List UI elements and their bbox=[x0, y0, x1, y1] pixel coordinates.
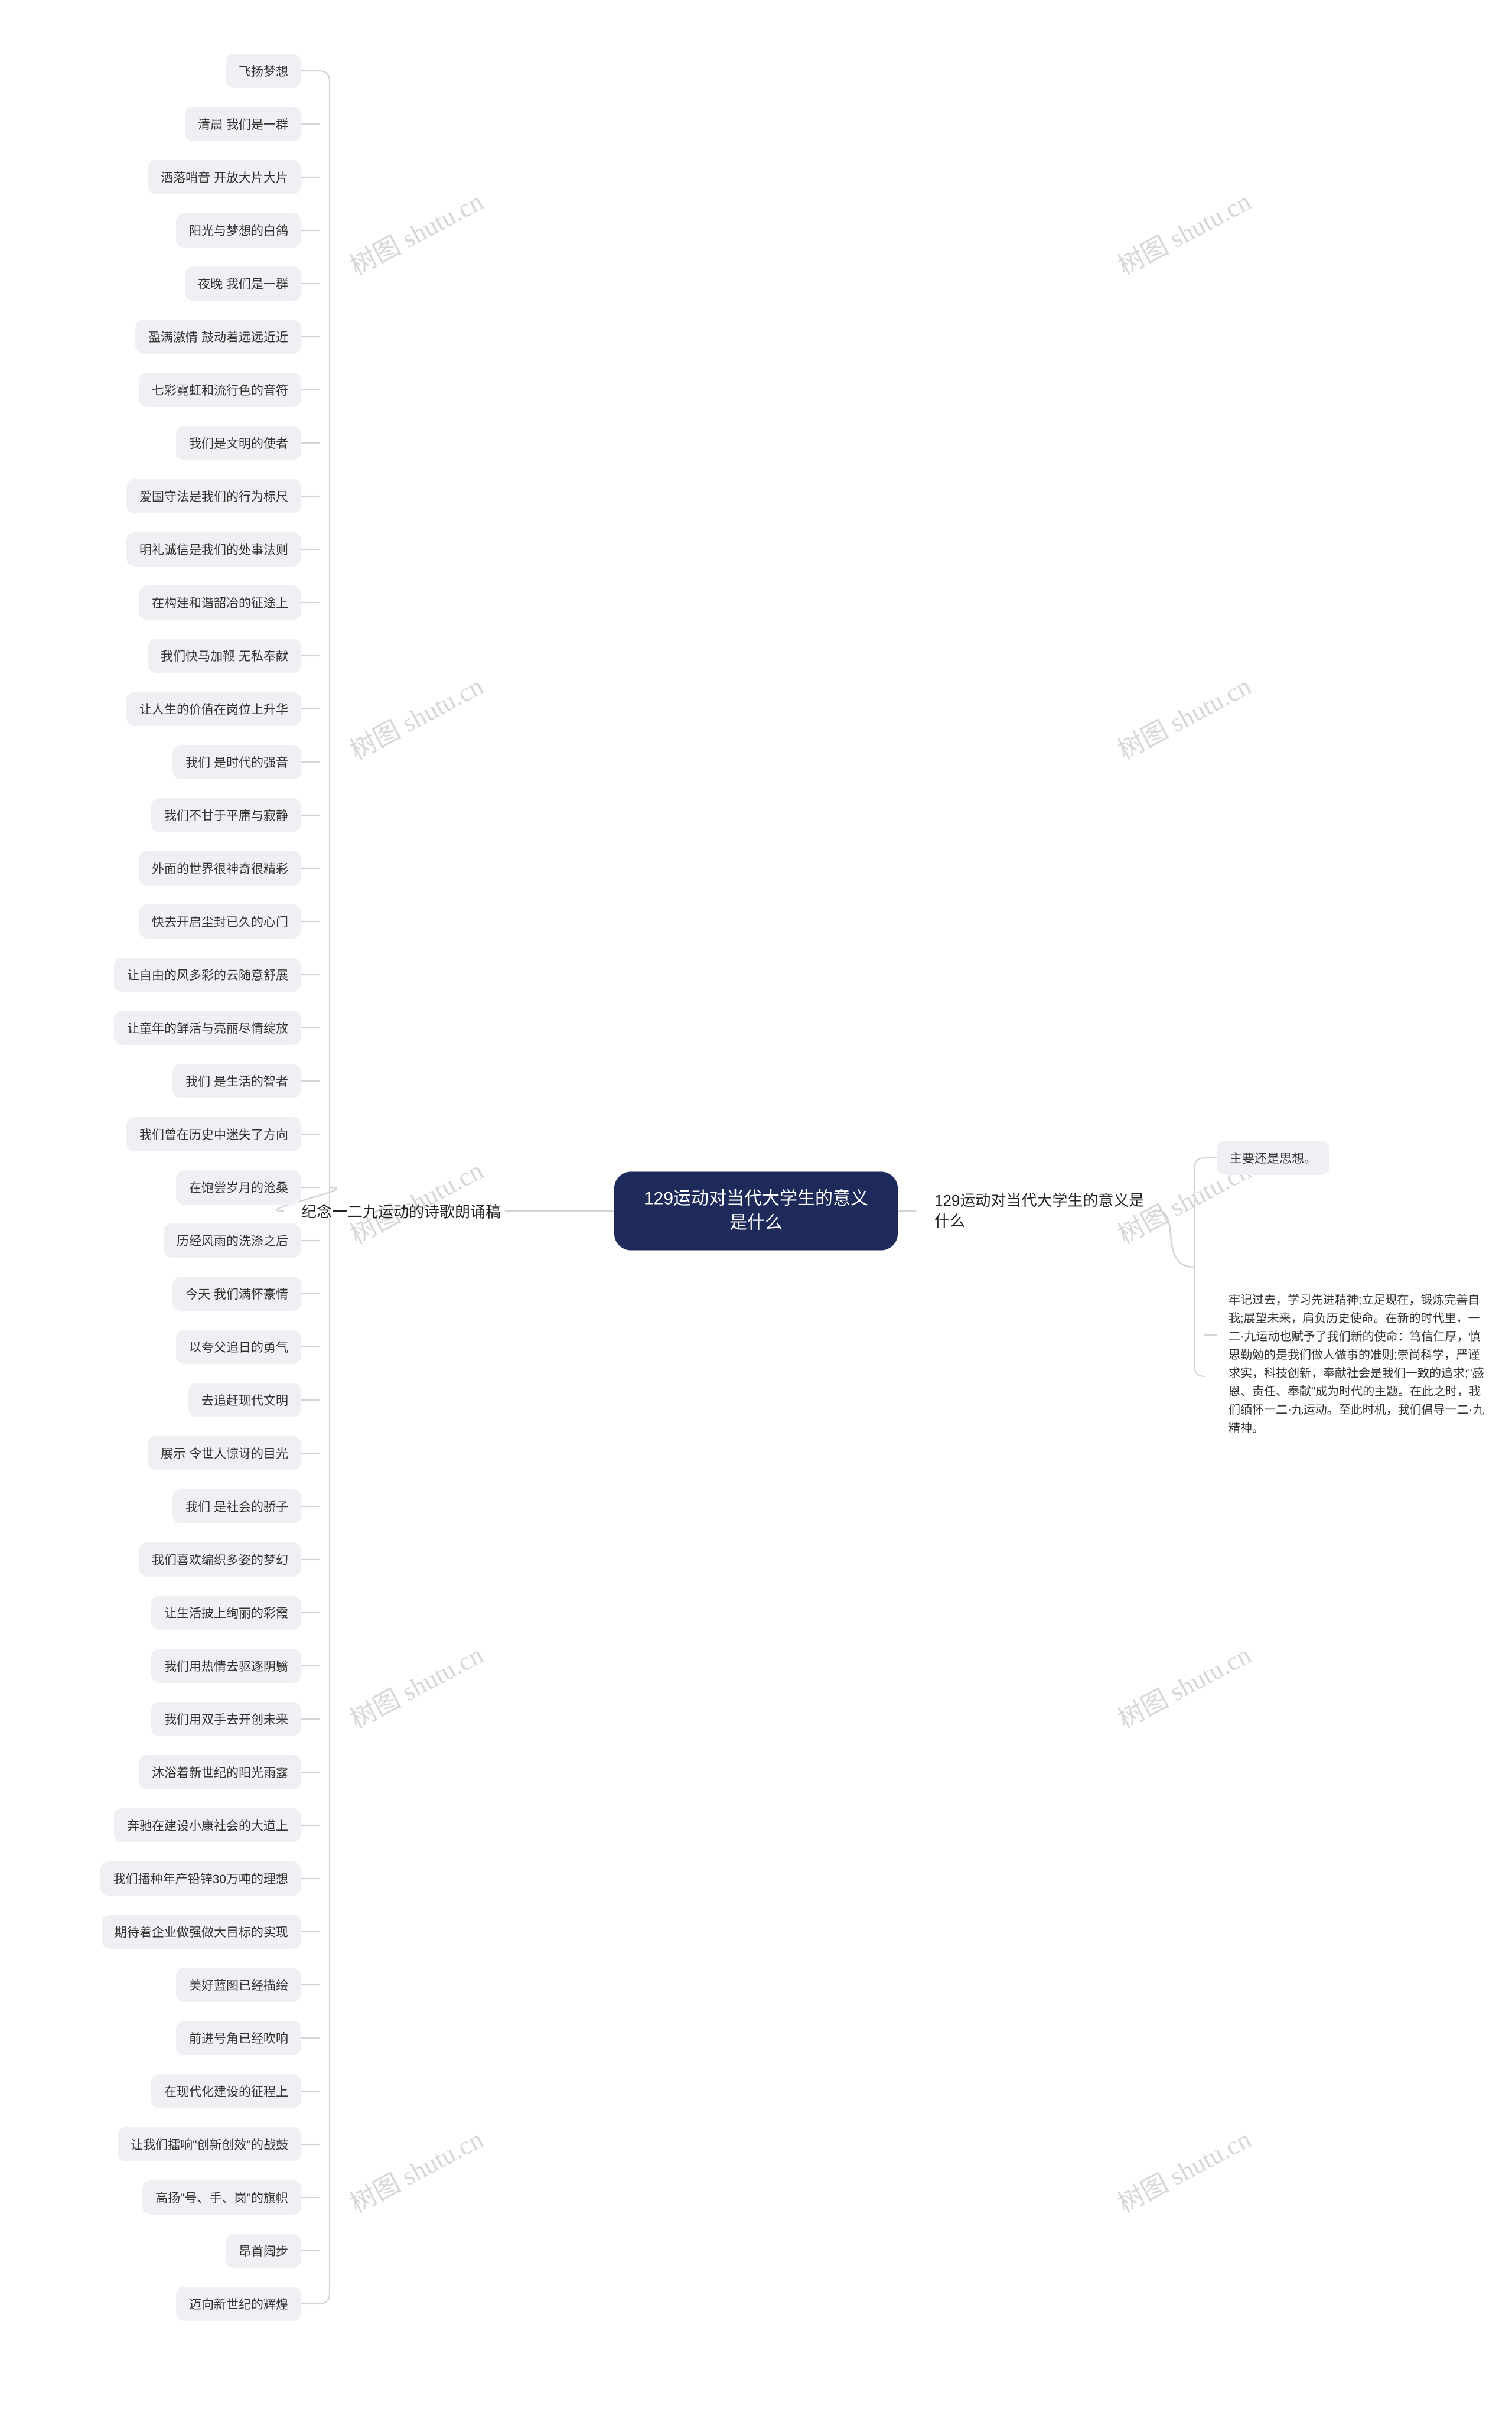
watermark: 树图 shutu.cn bbox=[342, 181, 488, 282]
poem-line: 清晨 我们是一群 bbox=[185, 107, 301, 141]
poem-line: 外面的世界很神奇很精彩 bbox=[139, 851, 301, 886]
watermark: 树图 shutu.cn bbox=[342, 2118, 488, 2220]
poem-line: 让我们擂响"创新创效"的战鼓 bbox=[118, 2127, 301, 2161]
center-topic: 129运动对当代大学生的意义是什么 bbox=[614, 1172, 898, 1251]
poem-line: 昂首阔步 bbox=[226, 2234, 301, 2268]
poem-line: 飞扬梦想 bbox=[226, 54, 301, 88]
poem-line: 在构建和谐韶冶的征途上 bbox=[139, 585, 301, 620]
poem-line: 让生活披上绚丽的彩霞 bbox=[151, 1596, 301, 1630]
watermark: 树图 shutu.cn bbox=[342, 665, 488, 767]
poem-line: 我们喜欢编织多姿的梦幻 bbox=[139, 1542, 301, 1577]
poem-line: 我们是文明的使者 bbox=[176, 426, 301, 460]
watermark: 树图 shutu.cn bbox=[1110, 665, 1256, 767]
poem-line: 我们曾在历史中迷失了方向 bbox=[126, 1117, 301, 1151]
poem-line: 历经风雨的洗涤之后 bbox=[164, 1223, 301, 1258]
poem-line: 盈满激情 鼓动着远远近近 bbox=[135, 320, 301, 354]
watermark: 树图 shutu.cn bbox=[1110, 181, 1256, 282]
watermark: 树图 shutu.cn bbox=[1110, 2118, 1256, 2220]
poem-line: 让人生的价值在岗位上升华 bbox=[126, 692, 301, 726]
left-branch: 纪念一二九运动的诗歌朗诵稿 bbox=[288, 1191, 514, 1232]
poem-line: 在现代化建设的征程上 bbox=[151, 2074, 301, 2108]
poem-line: 我们用双手去开创未来 bbox=[151, 1702, 301, 1736]
poem-line: 高扬"号、手、岗"的旗帜 bbox=[142, 2180, 301, 2215]
poem-line: 我们 是时代的强音 bbox=[172, 745, 301, 779]
watermark: 树图 shutu.cn bbox=[1110, 1634, 1256, 1736]
poem-line: 沐浴着新世纪的阳光雨露 bbox=[139, 1755, 301, 1789]
watermark: 树图 shutu.cn bbox=[342, 1634, 488, 1736]
poem-line: 让自由的风多彩的云随意舒展 bbox=[114, 958, 301, 992]
poem-line: 快去开启尘封已久的心门 bbox=[139, 904, 301, 939]
poem-line: 美好蓝图已经描绘 bbox=[176, 1968, 301, 2002]
poem-line: 以夸父追日的勇气 bbox=[176, 1330, 301, 1364]
poem-line: 展示 令世人惊讶的目光 bbox=[148, 1436, 301, 1470]
poem-line: 我们 是社会的骄子 bbox=[172, 1489, 301, 1523]
right-paragraph: 牢记过去，学习先进精神;立足现在，锻炼完善自我;展望未来，肩负历史使命。在新的时… bbox=[1217, 1282, 1500, 1447]
poem-line: 明礼诚信是我们的处事法则 bbox=[126, 532, 301, 567]
poem-line: 让童年的鲜活与亮丽尽情绽放 bbox=[114, 1011, 301, 1045]
poem-line: 我们播种年产铅锌30万吨的理想 bbox=[100, 1861, 301, 1896]
poem-line: 期待着企业做强做大目标的实现 bbox=[102, 1915, 301, 1949]
poem-line: 我们 是生活的智者 bbox=[172, 1064, 301, 1098]
poem-line: 在饱尝岁月的沧桑 bbox=[176, 1170, 301, 1205]
right-branch: 129运动对当代大学生的意义是什么 bbox=[921, 1181, 1169, 1241]
right-note: 主要还是思想。 bbox=[1217, 1141, 1329, 1175]
poem-line: 去追赶现代文明 bbox=[188, 1383, 301, 1417]
poem-line: 我们用热情去驱逐阴翳 bbox=[151, 1649, 301, 1683]
poem-line: 洒落哨音 开放大片大片 bbox=[148, 160, 301, 194]
poem-line: 夜晚 我们是一群 bbox=[185, 266, 301, 301]
poem-line: 前进号角已经吹响 bbox=[176, 2021, 301, 2055]
poem-line: 阳光与梦想的白鸽 bbox=[176, 213, 301, 248]
poem-line: 迈向新世纪的辉煌 bbox=[176, 2287, 301, 2321]
poem-line: 七彩霓虹和流行色的音符 bbox=[139, 373, 301, 407]
poem-line: 我们不甘于平庸与寂静 bbox=[151, 798, 301, 832]
poem-line: 爱国守法是我们的行为标尺 bbox=[126, 479, 301, 513]
poem-line: 我们快马加鞭 无私奉献 bbox=[148, 639, 301, 673]
poem-line: 奔驰在建设小康社会的大道上 bbox=[114, 1808, 301, 1842]
poem-line: 今天 我们满怀豪情 bbox=[172, 1277, 301, 1311]
